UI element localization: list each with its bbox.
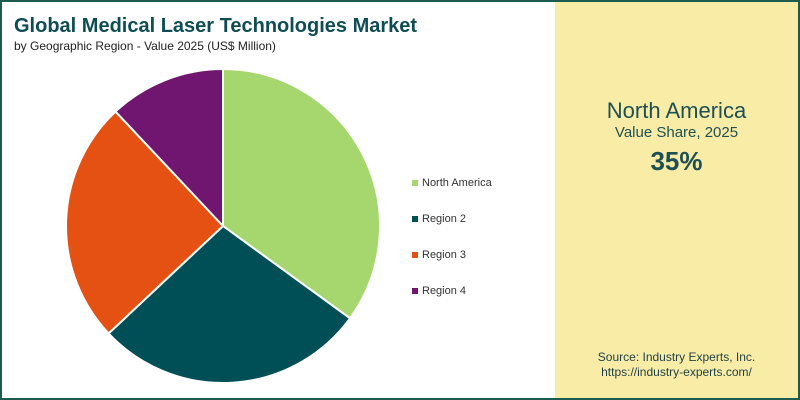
- legend-swatch: [412, 180, 418, 186]
- legend-label: Region 3: [422, 249, 467, 261]
- pie-slice-1: [222, 68, 381, 320]
- legend-item: Region 3: [412, 237, 492, 273]
- pie-slice-2: [107, 225, 352, 384]
- chart-subtitle: by Geographic Region - Value 2025 (US$ M…: [14, 39, 276, 53]
- chart-legend: North America Region 2 Region 3 Region 4: [412, 165, 492, 309]
- legend-item: North America: [412, 165, 492, 201]
- legend-label: North America: [422, 177, 492, 189]
- legend-item: Region 4: [412, 273, 492, 309]
- pie-slice-4: [114, 68, 224, 227]
- chart-title: Global Medical Laser Technologies Market: [14, 15, 418, 37]
- source-line: Source: Industry Experts, Inc.: [597, 350, 756, 364]
- legend-item: Region 2: [412, 201, 492, 237]
- legend-swatch: [412, 216, 418, 222]
- highlight-subtitle: Value Share, 2025: [614, 124, 739, 141]
- highlight-region: North America: [606, 98, 747, 123]
- legend-label: Region 4: [422, 285, 467, 297]
- legend-swatch: [412, 288, 418, 294]
- legend-label: Region 2: [422, 213, 467, 225]
- pie-slice-3: [65, 110, 224, 335]
- source-url: https://industry-experts.com/: [601, 365, 752, 379]
- highlight-panel: North America Value Share, 2025 35% Sour…: [555, 2, 798, 398]
- source-note: Source: Industry Experts, Inc. https://i…: [555, 350, 798, 380]
- pie-chart: [65, 68, 381, 384]
- legend-swatch: [412, 252, 418, 258]
- highlight-value: 35%: [650, 146, 703, 176]
- highlight-block: North America Value Share, 2025 35%: [555, 98, 798, 180]
